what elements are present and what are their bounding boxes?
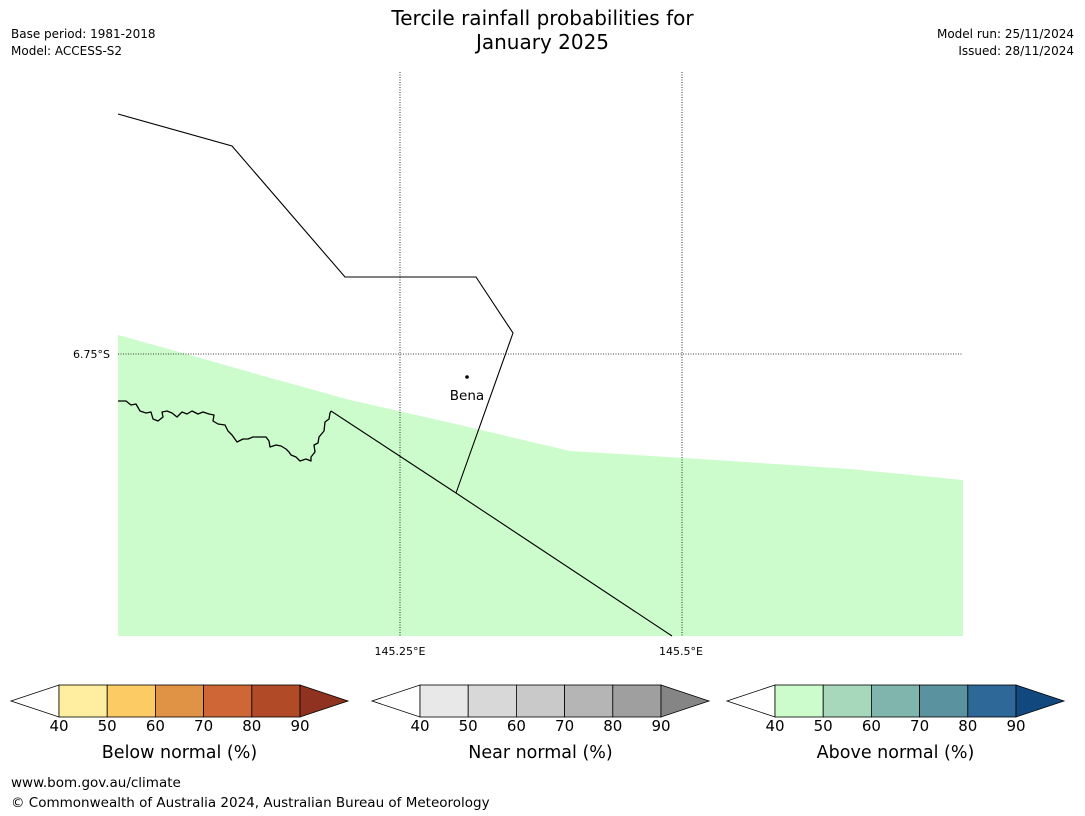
colorbar-extend-low xyxy=(725,684,776,718)
colorbar-cell xyxy=(154,684,204,718)
colorbar-cell xyxy=(58,684,108,718)
colorbar-tick-label: 40 xyxy=(410,717,429,735)
colorbar-tick-label: 40 xyxy=(765,717,784,735)
base-period-text: Base period: 1981-2018 xyxy=(11,27,156,41)
map: Bena 6.75°S 145.25°E 145.5°E xyxy=(73,72,963,658)
copyright-text: © Commonwealth of Australia 2024, Austra… xyxy=(11,795,490,811)
colorbar-tick-label: 70 xyxy=(555,717,574,735)
issued-text: Issued: 28/11/2024 xyxy=(958,44,1074,58)
colorbar-cell xyxy=(419,684,469,718)
lat-label: 6.75°S xyxy=(73,348,110,361)
colorbar-tick-label: 90 xyxy=(1006,717,1025,735)
colorbar-cell xyxy=(203,684,253,718)
colorbar-tick-label: 50 xyxy=(814,717,833,735)
title-line-1: Tercile rainfall probabilities for xyxy=(391,6,694,30)
website-text: www.bom.gov.au/climate xyxy=(11,775,181,791)
lon-label: 145.25°E xyxy=(375,645,426,658)
title-line-2: January 2025 xyxy=(475,30,610,54)
town-label: Bena xyxy=(450,388,484,404)
colorbar-title: Above normal (%) xyxy=(817,743,975,763)
colorbar-tick-label: 60 xyxy=(862,717,881,735)
legend-near-normal: 40 50 60 70 80 90 Near normal (%) xyxy=(370,684,711,763)
colorbar-cell xyxy=(919,684,969,718)
legends: 40 50 60 70 80 90 Below normal (%) 40 50 60 70 80 9… xyxy=(9,684,1066,763)
district-boundary-lower xyxy=(330,410,673,637)
colorbar-cell xyxy=(774,684,824,718)
above-normal-shading xyxy=(118,335,963,636)
colorbar-cell xyxy=(251,684,301,718)
colorbar-tick-label: 60 xyxy=(507,717,526,735)
colorbar-extend-high xyxy=(299,684,350,718)
colorbar-cell xyxy=(106,684,156,718)
colorbar-tick-label: 70 xyxy=(194,717,213,735)
colorbar-cell xyxy=(967,684,1017,718)
colorbar-extend-high xyxy=(660,684,711,718)
colorbar-cell xyxy=(822,684,872,718)
model-text: Model: ACCESS-S2 xyxy=(11,44,123,58)
colorbar-tick-label: 80 xyxy=(958,717,977,735)
colorbar-cell xyxy=(871,684,921,718)
colorbar-extend-low xyxy=(370,684,421,718)
river-line xyxy=(118,400,332,462)
colorbar-title: Near normal (%) xyxy=(468,743,613,763)
colorbar-cell xyxy=(612,684,662,718)
legend-below-normal: 40 50 60 70 80 90 Below normal (%) xyxy=(9,684,350,763)
district-boundary-upper xyxy=(117,113,514,494)
page-title: Tercile rainfall probabilities for Janua… xyxy=(0,6,1085,54)
legend-above-normal: 40 50 60 70 80 90 Above normal (%) xyxy=(725,684,1066,763)
colorbar-extend-low xyxy=(9,684,60,718)
lon-label: 145.5°E xyxy=(659,645,703,658)
colorbar-tick-label: 90 xyxy=(290,717,309,735)
colorbar-tick-label: 70 xyxy=(910,717,929,735)
colorbar-cell xyxy=(467,684,517,718)
colorbar-tick-label: 80 xyxy=(242,717,261,735)
colorbar-tick-label: 50 xyxy=(459,717,478,735)
colorbar-tick-label: 80 xyxy=(603,717,622,735)
colorbar-tick-label: 60 xyxy=(146,717,165,735)
town-marker xyxy=(465,375,469,379)
colorbar-title: Below normal (%) xyxy=(102,743,257,763)
colorbar-cell xyxy=(564,684,614,718)
colorbar-cell xyxy=(516,684,566,718)
colorbar-extend-high xyxy=(1015,684,1066,718)
colorbar-tick-label: 50 xyxy=(98,717,117,735)
colorbar-tick-label: 90 xyxy=(651,717,670,735)
colorbar-tick-label: 40 xyxy=(49,717,68,735)
model-run-text: Model run: 25/11/2024 xyxy=(936,27,1074,41)
